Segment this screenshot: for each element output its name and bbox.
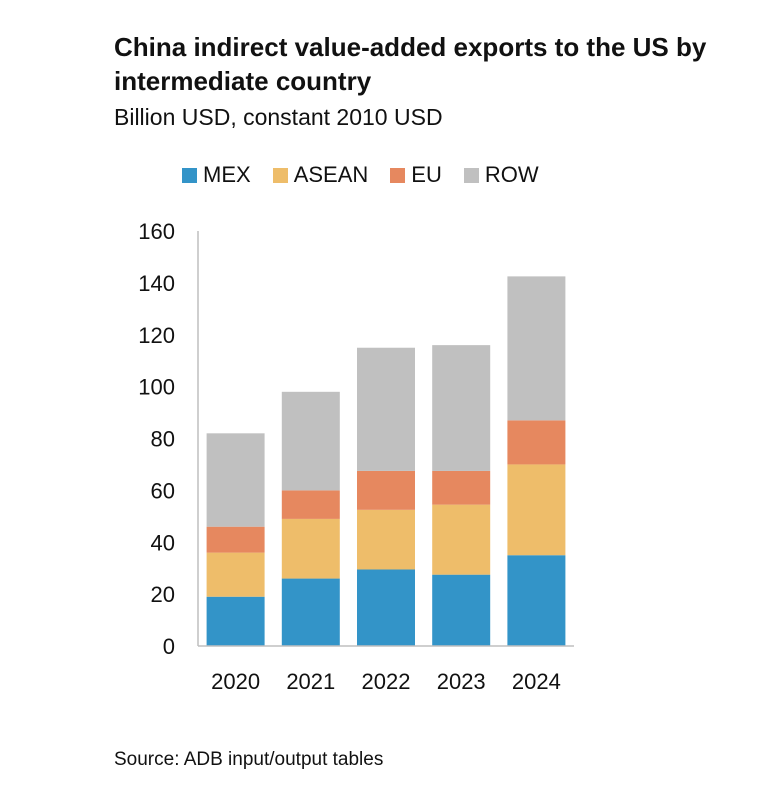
x-tick-label: 2020: [211, 669, 260, 694]
bar-asean-2022: [357, 509, 415, 570]
bar-eu-2021: [281, 490, 340, 519]
y-tick-label: 0: [163, 634, 175, 659]
legend-label-eu: EU: [411, 162, 442, 187]
legend-swatch-eu: [390, 167, 406, 183]
bar-asean-2021: [281, 518, 340, 579]
bar-row-2022: [357, 347, 415, 471]
source-note: Source: ADB input/output tables: [114, 749, 384, 770]
legend-label-asean: ASEAN: [293, 162, 369, 187]
y-tick-label: 100: [138, 375, 175, 400]
bar-mex-2020: [206, 596, 265, 646]
legend-swatch-row: [463, 167, 479, 183]
bar-row-2023: [432, 345, 491, 471]
bar-asean-2023: [432, 504, 491, 575]
y-tick-label: 140: [138, 271, 175, 296]
legend-item-row: ROW: [463, 162, 539, 188]
bar-mex-2024: [507, 555, 566, 646]
x-tick-label: 2024: [512, 669, 561, 694]
y-tick-label: 160: [138, 219, 175, 244]
x-tick-label: 2023: [437, 669, 486, 694]
legend-label-mex: MEX: [203, 162, 251, 187]
bar-eu-2020: [206, 526, 265, 553]
bar-asean-2024: [507, 464, 566, 556]
bar-row-2024: [507, 276, 566, 421]
legend-item-eu: EU: [390, 162, 442, 188]
y-tick-label: 120: [138, 323, 175, 348]
x-tick-label: 2021: [286, 669, 335, 694]
bar-row-2020: [206, 433, 265, 527]
legend-item-mex: MEX: [182, 162, 251, 188]
legend-item-asean: ASEAN: [272, 162, 369, 188]
bar-mex-2023: [432, 574, 491, 646]
bar-asean-2020: [206, 552, 265, 597]
bar-mex-2021: [281, 578, 340, 646]
legend-swatch-asean: [272, 167, 288, 183]
legend-swatch-mex: [182, 167, 197, 183]
bar-mex-2022: [357, 569, 415, 646]
legend-label-row: ROW: [484, 162, 539, 187]
chart-subtitle: Billion USD, constant 2010 USD: [114, 104, 443, 130]
y-tick-label: 80: [151, 427, 175, 452]
bar-eu-2023: [432, 470, 491, 505]
y-tick-label: 40: [151, 530, 175, 555]
bar-eu-2022: [357, 470, 415, 510]
y-tick-label: 60: [151, 478, 175, 503]
y-tick-label: 20: [151, 582, 175, 607]
legend: MEX ASEAN EU ROW: [182, 160, 561, 190]
bar-row-2021: [281, 391, 340, 491]
chart-title: China indirect value-added exports to th…: [114, 32, 707, 96]
bar-eu-2024: [507, 420, 566, 465]
x-tick-label: 2022: [362, 669, 411, 694]
